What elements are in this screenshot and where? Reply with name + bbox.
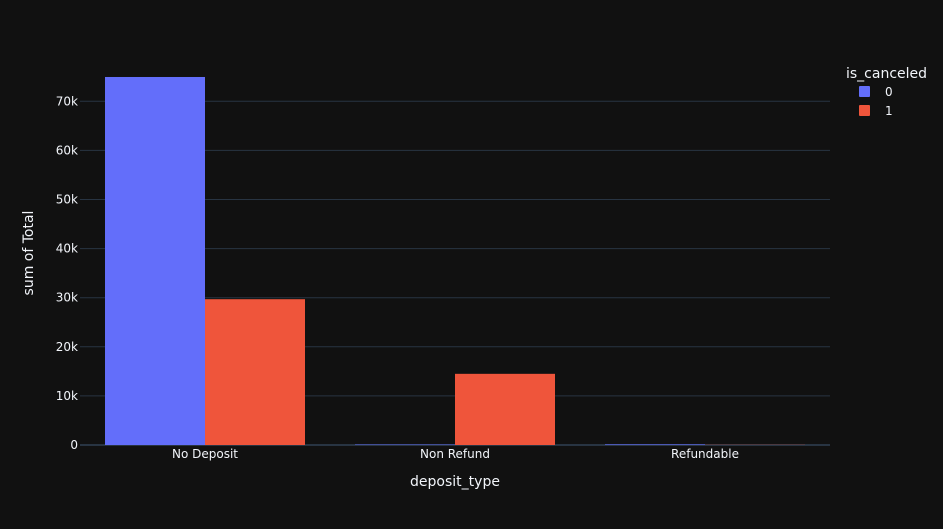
bar-0-refundable[interactable]: [605, 444, 705, 445]
y-tick-label: 50k: [56, 192, 78, 206]
y-tick-label: 30k: [56, 291, 78, 305]
y-tick-label: 40k: [56, 242, 78, 256]
legend-swatch-0: [859, 86, 870, 97]
bar-1-non-refund[interactable]: [455, 374, 555, 445]
x-tick-label: Refundable: [671, 447, 739, 461]
y-tick-label: 0: [70, 438, 78, 452]
legend-swatch-1: [859, 105, 870, 116]
y-tick-label: 70k: [56, 94, 78, 108]
y-tick-label: 60k: [56, 143, 78, 157]
y-axis-title: sum of Total: [21, 211, 37, 296]
legend-title: is_canceled: [846, 66, 927, 82]
legend-label-1: 1: [885, 104, 893, 118]
bar-0-no-deposit[interactable]: [105, 77, 205, 445]
legend-label-0: 0: [885, 85, 893, 99]
x-tick-label: Non Refund: [420, 447, 490, 461]
x-axis-title: deposit_type: [410, 474, 500, 490]
y-tick-label: 10k: [56, 389, 78, 403]
y-tick-label: 20k: [56, 340, 78, 354]
x-tick-label: No Deposit: [172, 447, 238, 461]
bar-1-no-deposit[interactable]: [205, 299, 305, 445]
